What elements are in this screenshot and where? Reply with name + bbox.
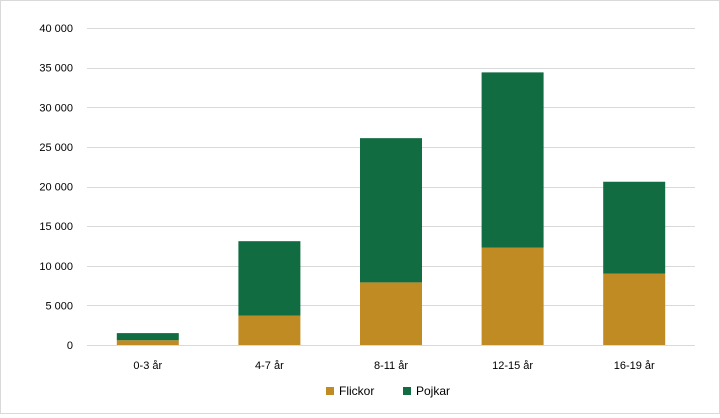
y-axis-tick-labels: 0 5 000 10 000 15 000 20 000 25 000 30 000 35 0… bbox=[39, 23, 73, 352]
y-tick-label: 5 000 bbox=[45, 300, 73, 312]
x-tick-label: 0-3 år bbox=[133, 360, 162, 372]
bar-pojkar-1 bbox=[238, 241, 301, 316]
bar-flickor-0 bbox=[116, 340, 179, 345]
legend: Flickor Pojkar bbox=[326, 384, 450, 398]
bar-pojkar-3 bbox=[481, 72, 544, 248]
y-tick-label: 25 000 bbox=[39, 142, 73, 154]
bar-pojkar-4 bbox=[603, 181, 666, 274]
y-tick-label: 20 000 bbox=[39, 182, 73, 194]
x-tick-label: 16-19 år bbox=[614, 360, 655, 372]
bar-flickor-2 bbox=[360, 282, 422, 345]
y-tick-label: 40 000 bbox=[39, 23, 73, 35]
x-tick-label: 4-7 år bbox=[255, 360, 284, 372]
y-tick-label: 10 000 bbox=[39, 261, 73, 273]
bars bbox=[116, 72, 666, 345]
legend-label-flickor: Flickor bbox=[339, 384, 374, 398]
y-tick-label: 30 000 bbox=[39, 102, 73, 114]
y-tick-label: 0 bbox=[67, 340, 73, 352]
bar-flickor-4 bbox=[603, 273, 666, 345]
legend-swatch-flickor bbox=[326, 387, 334, 395]
x-tick-label: 12-15 år bbox=[492, 360, 533, 372]
bar-pojkar-2 bbox=[360, 138, 422, 283]
x-tick-label: 8-11 år bbox=[374, 360, 408, 372]
legend-swatch-pojkar bbox=[403, 387, 411, 395]
bar-flickor-3 bbox=[481, 247, 544, 345]
x-axis-tick-labels: 0-3 år 4-7 år 8-11 år 12-15 år 16-19 år bbox=[133, 360, 655, 372]
y-tick-label: 35 000 bbox=[39, 63, 73, 75]
bar-flickor-1 bbox=[238, 315, 301, 345]
y-tick-label: 15 000 bbox=[39, 221, 73, 233]
bar-pojkar-0 bbox=[116, 333, 179, 341]
legend-label-pojkar: Pojkar bbox=[416, 384, 450, 398]
